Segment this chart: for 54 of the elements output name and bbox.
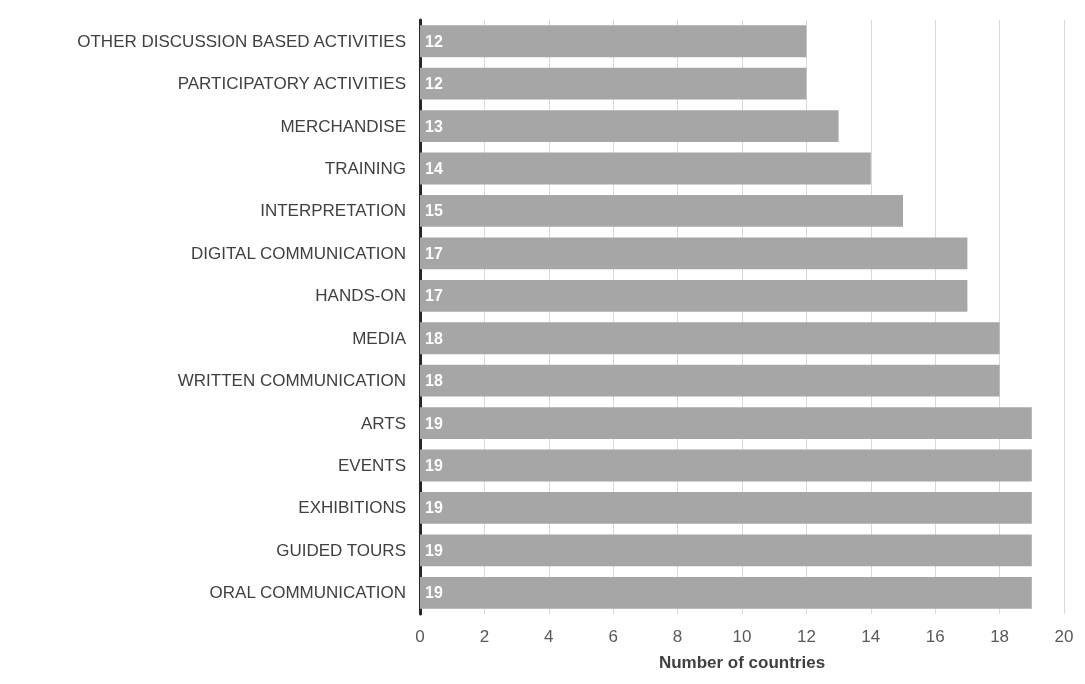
data-label: 17 <box>425 287 443 305</box>
y-tick-label: MEDIA <box>352 328 407 348</box>
y-tick-label: TRAINING <box>324 159 406 178</box>
data-label: 15 <box>425 202 443 220</box>
x-tick-label: 20 <box>1054 627 1074 646</box>
data-label: 18 <box>425 329 443 347</box>
y-tick-label: OTHER DISCUSSION BASED ACTIVITIES <box>77 31 406 51</box>
data-label: 12 <box>425 75 443 93</box>
y-tick-label: GUIDED TOURS <box>276 540 406 560</box>
bar <box>420 576 1032 609</box>
bar <box>420 279 968 312</box>
x-tick-label: 4 <box>544 627 554 646</box>
bar <box>420 237 968 270</box>
x-tick-label: 12 <box>796 627 816 646</box>
x-tick-label: 2 <box>479 627 490 646</box>
data-label: 14 <box>425 160 443 177</box>
y-tick-label: WRITTEN COMMUNICATION <box>177 371 406 391</box>
y-tick-label: MERCHANDISE <box>280 116 406 136</box>
bar <box>420 534 1032 567</box>
x-tick-label: 8 <box>672 627 683 646</box>
data-label: 18 <box>425 372 443 390</box>
bar <box>420 407 1032 439</box>
x-tick-label: 0 <box>415 627 425 646</box>
data-label: 19 <box>425 584 443 602</box>
x-tick-label: 18 <box>990 627 1010 646</box>
data-label: 19 <box>425 499 443 517</box>
bar <box>420 67 807 100</box>
bar <box>420 25 807 58</box>
bar <box>420 449 1032 482</box>
x-tick-label: 14 <box>861 627 881 646</box>
bar <box>420 110 839 142</box>
data-label: 19 <box>425 414 443 432</box>
bar <box>420 195 903 227</box>
data-label: 13 <box>425 117 443 135</box>
y-tick-label: HANDS-ON <box>315 286 406 306</box>
bar <box>420 322 1000 355</box>
y-tick-label: EXHIBITIONS <box>298 498 406 518</box>
data-label: 19 <box>425 457 443 474</box>
bar <box>420 492 1032 524</box>
bar <box>420 364 1000 397</box>
x-axis-title: Number of countries <box>658 653 826 672</box>
x-tick-label: 10 <box>732 627 752 646</box>
y-tick-label: PARTICIPATORY ACTIVITIES <box>177 74 406 94</box>
data-label: 12 <box>425 32 443 50</box>
bar <box>420 152 871 185</box>
y-tick-label: INTERPRETATION <box>260 201 406 221</box>
x-tick-label: 16 <box>925 627 945 646</box>
y-tick-label: EVENTS <box>337 456 406 475</box>
y-tick-label: ARTS <box>360 413 406 433</box>
data-label: 17 <box>425 244 443 262</box>
y-tick-label: ORAL COMMUNICATION <box>209 583 406 603</box>
y-tick-label: DIGITAL COMMUNICATION <box>190 243 406 263</box>
data-label: 19 <box>425 541 443 559</box>
x-tick-label: 6 <box>608 627 618 646</box>
